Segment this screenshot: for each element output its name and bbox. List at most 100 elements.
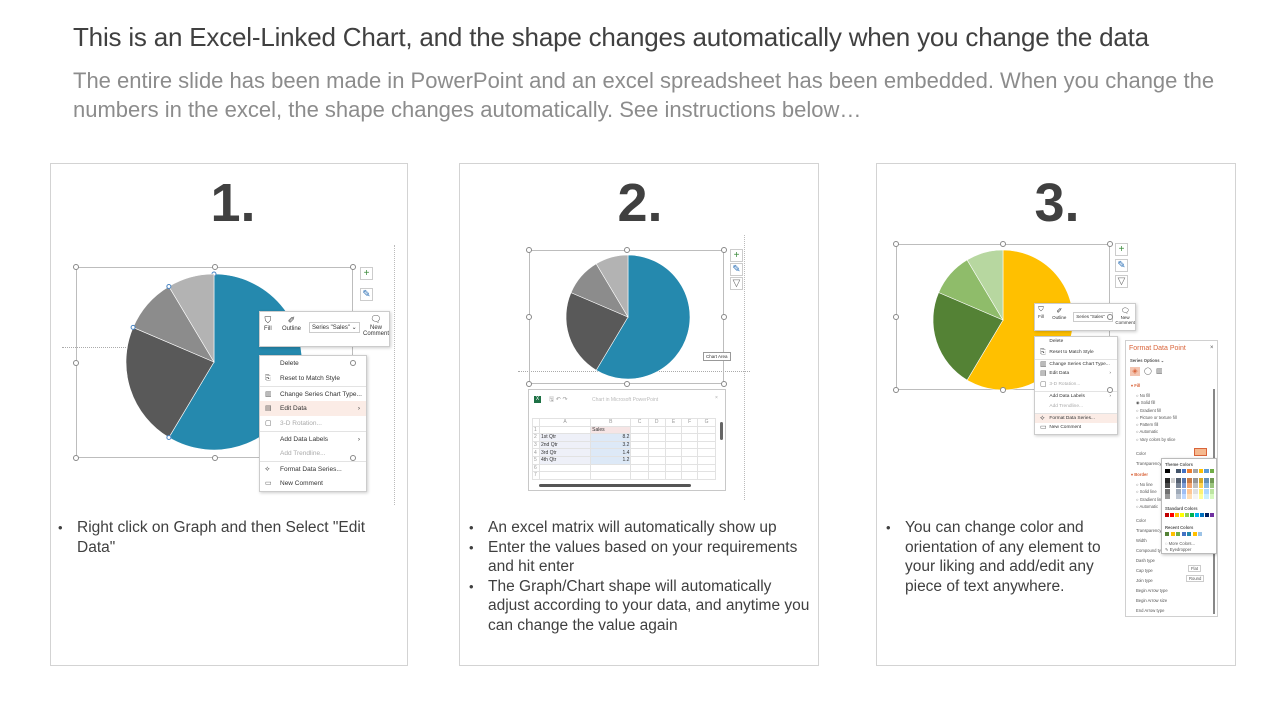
close-icon[interactable]: × (1210, 345, 1214, 351)
resize-handle[interactable] (1107, 241, 1113, 247)
border-section-header[interactable]: ▾ Border (1131, 472, 1148, 477)
horizontal-scrollbar[interactable] (539, 484, 691, 487)
pie-slice-4th-qtr[interactable] (966, 249, 1004, 322)
fill-line-tab-icon[interactable]: ◈ (1130, 367, 1140, 376)
fill-option[interactable]: ○ Vary colors by slice (1136, 436, 1177, 443)
fill-section-header[interactable]: ▾ Fill (1131, 383, 1141, 388)
excel-window[interactable]: X 🖫 ↶ ↷ Chart in Microsoft PowerPoint × … (528, 389, 726, 491)
color-swatch[interactable] (1170, 488, 1176, 494)
color-swatch[interactable] (1181, 477, 1187, 483)
series-options-dropdown[interactable]: Series Options ⌄ (1130, 358, 1165, 363)
resize-handle[interactable] (1107, 387, 1113, 393)
pie-slice-2nd-qtr[interactable] (932, 292, 1004, 381)
standard-color-swatch[interactable] (1210, 513, 1214, 517)
color-swatch[interactable] (1204, 469, 1209, 473)
color-picker-button[interactable] (1194, 448, 1207, 456)
color-swatch[interactable] (1209, 477, 1215, 483)
chart-elements-button[interactable]: + (1115, 243, 1128, 256)
resize-handle[interactable] (623, 247, 630, 253)
color-swatch[interactable] (1204, 488, 1209, 494)
pie-slice-2nd-qtr[interactable] (125, 327, 215, 438)
color-swatch[interactable] (1187, 488, 1192, 494)
resize-handle[interactable] (350, 264, 356, 270)
resize-handle[interactable] (526, 314, 532, 320)
resize-handle[interactable] (1000, 387, 1006, 393)
color-swatch[interactable] (1193, 494, 1198, 499)
color-swatch[interactable] (1165, 469, 1170, 473)
fill-button[interactable]: ⛉ Fill (1038, 306, 1044, 319)
resize-handle[interactable] (1000, 241, 1006, 247)
recent-color-swatch[interactable] (1181, 532, 1186, 536)
color-swatch[interactable] (1209, 483, 1215, 488)
resize-handle[interactable] (211, 455, 218, 461)
color-swatch[interactable] (1198, 469, 1204, 473)
menu-item-delete[interactable]: Delete (260, 356, 366, 371)
vertical-scrollbar[interactable] (720, 422, 723, 440)
border-option[interactable]: ○ No line (1136, 481, 1163, 488)
recent-color-swatch[interactable] (1165, 532, 1169, 536)
recent-color-swatch[interactable] (1170, 532, 1175, 536)
color-swatch[interactable] (1181, 488, 1187, 494)
menu-item-reset-to-match-style[interactable]: ⎘ Reset to Match Style (1035, 348, 1117, 359)
border-option[interactable]: ○ Gradient line (1136, 496, 1163, 503)
cell[interactable] (664, 471, 683, 480)
color-swatch[interactable] (1204, 494, 1209, 499)
outline-button[interactable]: ✐ Outline (1052, 306, 1066, 320)
resize-handle[interactable] (73, 264, 79, 270)
fill-option[interactable]: ○ Picture or texture fill (1136, 414, 1177, 421)
join-type-select[interactable]: Round (1186, 575, 1205, 582)
color-swatch[interactable] (1176, 488, 1181, 494)
color-swatch[interactable] (1193, 488, 1198, 494)
border-option[interactable]: ○ Solid line (1136, 488, 1163, 495)
resize-handle[interactable] (211, 264, 218, 270)
resize-handle[interactable] (721, 247, 727, 253)
pie-slice-2nd-qtr[interactable] (565, 292, 629, 371)
menu-item-change-series-chart-type[interactable]: ▥ Change Series Chart Type... (260, 386, 366, 401)
color-swatch[interactable] (1204, 477, 1209, 483)
color-swatch[interactable] (1176, 477, 1181, 483)
resize-handle[interactable] (721, 314, 727, 320)
menu-item-3-d-rotation[interactable]: ▢ 3-D Rotation... (1035, 380, 1117, 391)
color-swatch[interactable] (1209, 488, 1215, 494)
series-options-tab-icon[interactable]: ▥ (1156, 368, 1163, 375)
pie-chart[interactable] (0, 0, 830, 520)
color-swatch[interactable] (1165, 488, 1170, 494)
chart-filters-button[interactable]: ▽ (1115, 275, 1128, 288)
resize-handle[interactable] (73, 455, 79, 461)
recent-color-swatch[interactable] (1192, 532, 1197, 536)
color-swatch[interactable] (1187, 483, 1192, 488)
format-data-point-pane[interactable]: Format Data Point × Series Options ⌄ ◈ ◯… (1125, 340, 1218, 617)
more-colors-option[interactable]: ◌ More Colors... (1165, 541, 1195, 546)
color-swatch[interactable] (1176, 469, 1181, 473)
standard-color-swatch[interactable] (1195, 513, 1199, 517)
resize-handle[interactable] (623, 381, 630, 387)
color-swatch[interactable] (1209, 494, 1215, 499)
close-icon[interactable]: × (715, 395, 718, 401)
series-dropdown[interactable]: Series "Sales" ⌄ (309, 322, 360, 333)
cap-type-select[interactable]: Flat (1188, 565, 1201, 572)
color-palette-popup[interactable]: Theme Colors Standard Colors Recent Colo… (1161, 458, 1217, 554)
chart-styles-button[interactable]: ✎ (730, 263, 743, 276)
menu-item-3-d-rotation[interactable]: ▢ 3-D Rotation... (260, 416, 366, 431)
color-swatch[interactable] (1176, 494, 1181, 499)
fill-option[interactable]: ◉ Solid fill (1136, 399, 1177, 406)
standard-color-swatch[interactable] (1185, 513, 1189, 517)
resize-handle[interactable] (1107, 314, 1113, 320)
color-swatch[interactable] (1181, 494, 1187, 499)
fill-option[interactable]: ○ Automatic (1136, 428, 1177, 435)
resize-handle[interactable] (893, 387, 899, 393)
color-swatch[interactable] (1187, 494, 1192, 499)
color-swatch[interactable] (1193, 483, 1198, 488)
menu-item-format-data-series[interactable]: ⟡ Format Data Series... (1035, 412, 1117, 424)
color-swatch[interactable] (1198, 494, 1204, 499)
resize-handle[interactable] (350, 359, 356, 366)
color-swatch[interactable] (1204, 483, 1209, 488)
point-handle[interactable] (166, 435, 172, 441)
fill-option[interactable]: ○ No fill (1136, 392, 1177, 399)
menu-item-add-trendline[interactable]: Add Trendline... (260, 446, 366, 461)
menu-item-new-comment[interactable]: ▭ New Comment (260, 476, 366, 491)
fill-option[interactable]: ○ Pattern fill (1136, 421, 1177, 428)
new-comment-button[interactable]: 🗨 New Comment (363, 314, 389, 337)
resize-handle[interactable] (721, 381, 727, 387)
color-swatch[interactable] (1181, 469, 1187, 473)
